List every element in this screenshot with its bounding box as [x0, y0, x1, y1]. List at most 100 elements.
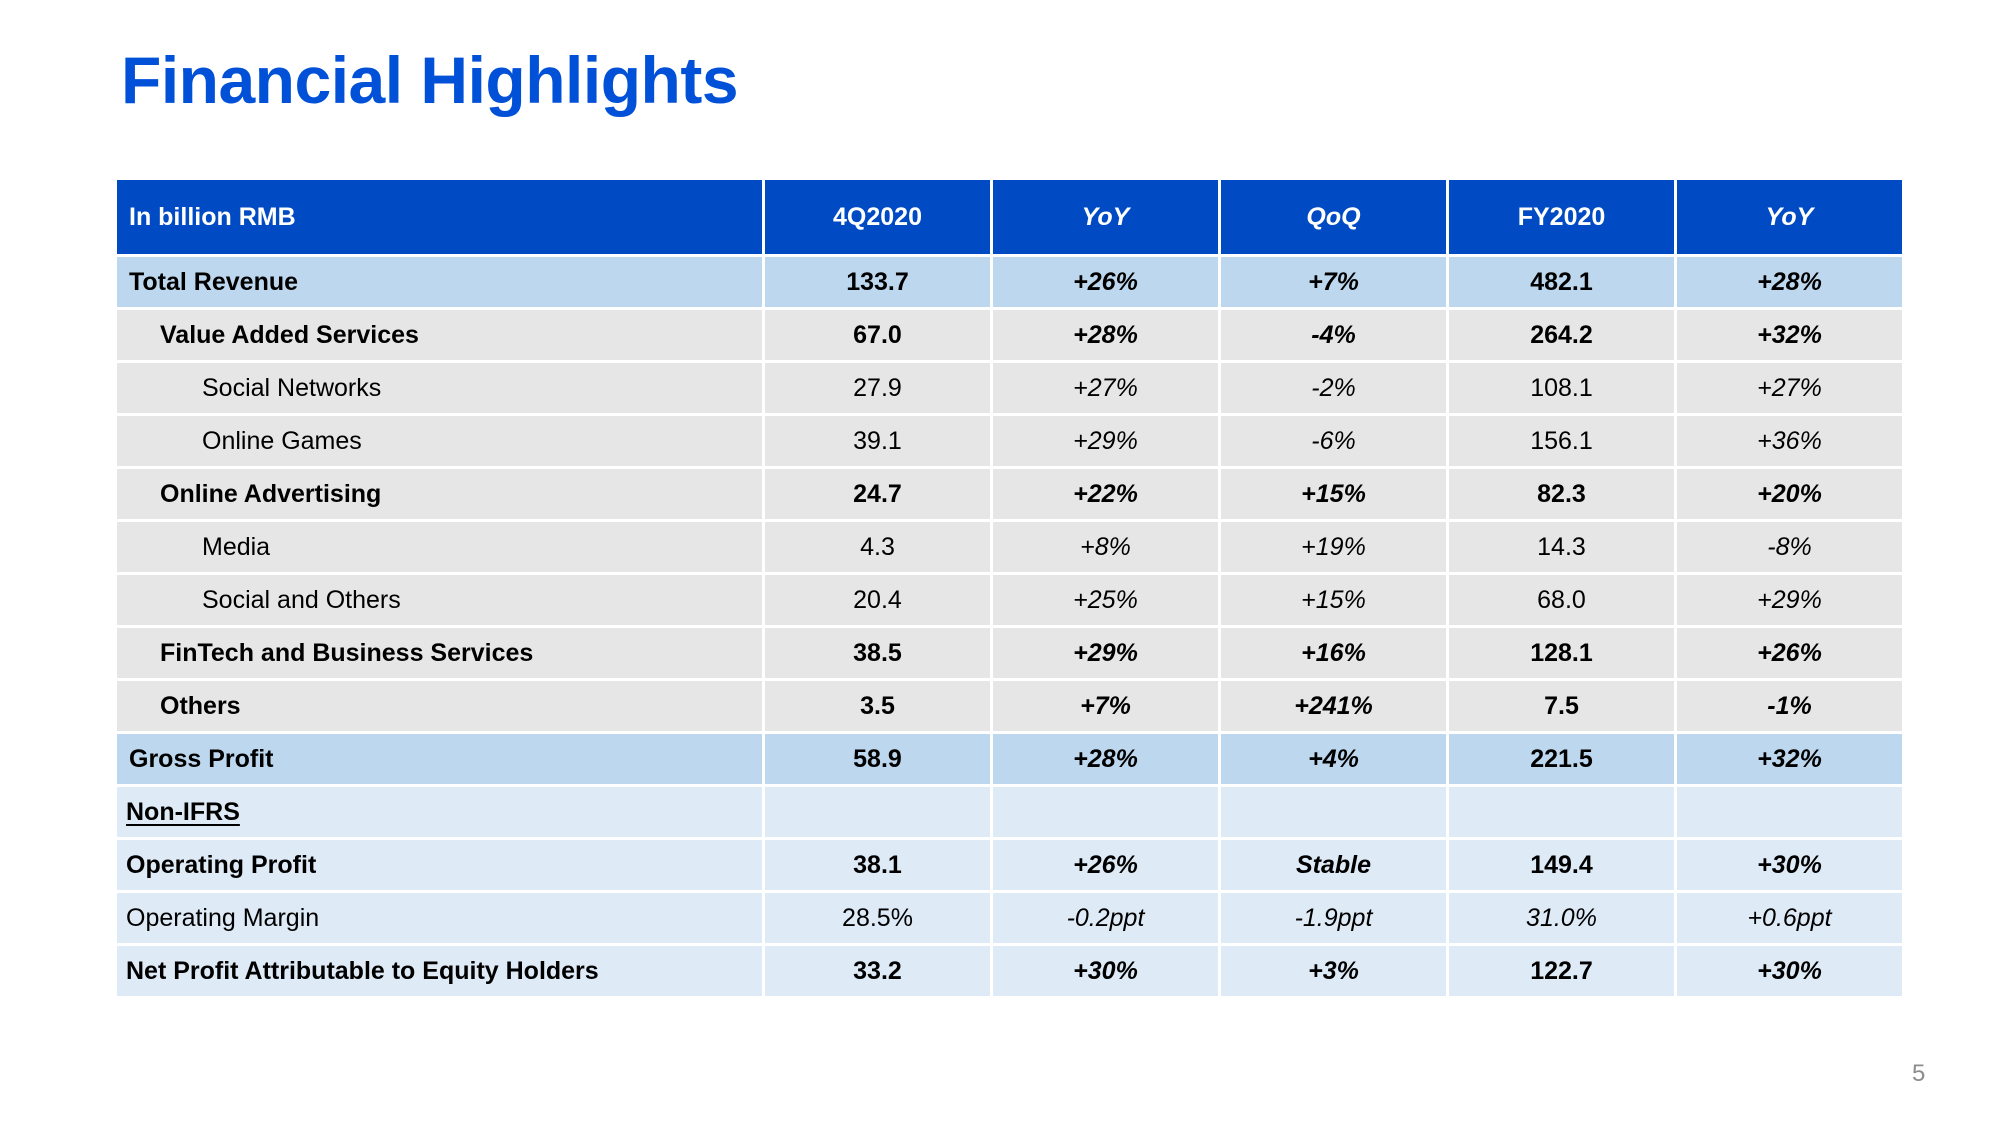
header-unit: In billion RMB [114, 177, 765, 257]
cell-quarter-yoy: +8% [990, 519, 1221, 575]
cell-quarter-yoy: +26% [990, 254, 1221, 310]
cell-quarter-yoy: +28% [990, 731, 1221, 787]
cell-annual-yoy: +30% [1674, 943, 1905, 999]
row-label: FinTech and Business Services [114, 625, 765, 681]
cell-qoq: +3% [1218, 943, 1449, 999]
cell-qoq: Stable [1218, 837, 1449, 893]
cell-4q2020: 33.2 [762, 943, 993, 999]
cell-fy2020: 156.1 [1446, 413, 1677, 469]
table-row-total-revenue: Total Revenue 133.7 +26% +7% 482.1 +28% [114, 254, 1905, 310]
cell-fy2020: 122.7 [1446, 943, 1677, 999]
row-label: Media [114, 519, 765, 575]
cell-annual-yoy: +30% [1674, 837, 1905, 893]
cell-quarter-yoy: +29% [990, 625, 1221, 681]
table-row-operating-margin: Operating Margin 28.5% -0.2ppt -1.9ppt 3… [114, 890, 1905, 946]
cell-annual-yoy: -8% [1674, 519, 1905, 575]
cell-fy2020: 7.5 [1446, 678, 1677, 734]
page-title: Financial Highlights [121, 43, 739, 117]
section-heading-non-ifrs: Non-IFRS [126, 797, 240, 826]
row-label: Net Profit Attributable to Equity Holder… [114, 943, 765, 999]
cell-fy2020: 221.5 [1446, 731, 1677, 787]
cell-quarter-yoy: +7% [990, 678, 1221, 734]
cell-qoq: +4% [1218, 731, 1449, 787]
cell-quarter-yoy: +22% [990, 466, 1221, 522]
cell-fy2020: 82.3 [1446, 466, 1677, 522]
cell-fy2020: 31.0% [1446, 890, 1677, 946]
cell-annual-yoy: +0.6ppt [1674, 890, 1905, 946]
cell-annual-yoy: +32% [1674, 731, 1905, 787]
row-label: Online Advertising [114, 466, 765, 522]
row-label: Operating Margin [114, 890, 765, 946]
table-row-gross-profit: Gross Profit 58.9 +28% +4% 221.5 +32% [114, 731, 1905, 787]
cell-fy2020: 108.1 [1446, 360, 1677, 416]
cell-quarter-yoy [990, 784, 1221, 840]
table-row-net-profit: Net Profit Attributable to Equity Holder… [114, 943, 1905, 999]
cell-fy2020 [1446, 784, 1677, 840]
cell-fy2020: 128.1 [1446, 625, 1677, 681]
cell-annual-yoy: +27% [1674, 360, 1905, 416]
table-row-online-advertising: Online Advertising 24.7 +22% +15% 82.3 +… [114, 466, 1905, 522]
cell-annual-yoy [1674, 784, 1905, 840]
cell-fy2020: 264.2 [1446, 307, 1677, 363]
cell-fy2020: 68.0 [1446, 572, 1677, 628]
cell-4q2020: 38.5 [762, 625, 993, 681]
cell-quarter-yoy: +26% [990, 837, 1221, 893]
cell-qoq: -4% [1218, 307, 1449, 363]
cell-4q2020: 39.1 [762, 413, 993, 469]
cell-annual-yoy: -1% [1674, 678, 1905, 734]
header-4q2020: 4Q2020 [762, 177, 993, 257]
cell-quarter-yoy: +28% [990, 307, 1221, 363]
row-label: Online Games [114, 413, 765, 469]
cell-annual-yoy: +32% [1674, 307, 1905, 363]
header-quarter-yoy: YoY [990, 177, 1221, 257]
cell-fy2020: 14.3 [1446, 519, 1677, 575]
cell-qoq [1218, 784, 1449, 840]
header-fy2020: FY2020 [1446, 177, 1677, 257]
cell-quarter-yoy: +30% [990, 943, 1221, 999]
row-label: Others [114, 678, 765, 734]
cell-qoq: -1.9ppt [1218, 890, 1449, 946]
cell-qoq: -2% [1218, 360, 1449, 416]
cell-quarter-yoy: +25% [990, 572, 1221, 628]
cell-annual-yoy: +20% [1674, 466, 1905, 522]
financial-highlights-table: In billion RMB 4Q2020 YoY QoQ FY2020 YoY… [114, 177, 1905, 999]
cell-annual-yoy: +28% [1674, 254, 1905, 310]
cell-quarter-yoy: +29% [990, 413, 1221, 469]
cell-4q2020: 58.9 [762, 731, 993, 787]
row-label: Operating Profit [114, 837, 765, 893]
cell-4q2020: 28.5% [762, 890, 993, 946]
cell-annual-yoy: +29% [1674, 572, 1905, 628]
table-row-non-ifrs-heading: Non-IFRS [114, 784, 1905, 840]
cell-4q2020: 38.1 [762, 837, 993, 893]
table-row-others: Others 3.5 +7% +241% 7.5 -1% [114, 678, 1905, 734]
cell-annual-yoy: +36% [1674, 413, 1905, 469]
cell-qoq: +15% [1218, 572, 1449, 628]
cell-annual-yoy: +26% [1674, 625, 1905, 681]
row-label: Gross Profit [114, 731, 765, 787]
cell-qoq: +15% [1218, 466, 1449, 522]
table-row-social-networks: Social Networks 27.9 +27% -2% 108.1 +27% [114, 360, 1905, 416]
cell-qoq: +7% [1218, 254, 1449, 310]
cell-fy2020: 482.1 [1446, 254, 1677, 310]
cell-fy2020: 149.4 [1446, 837, 1677, 893]
cell-qoq: -6% [1218, 413, 1449, 469]
table-row-media: Media 4.3 +8% +19% 14.3 -8% [114, 519, 1905, 575]
row-label: Value Added Services [114, 307, 765, 363]
row-label: Social and Others [114, 572, 765, 628]
cell-qoq: +16% [1218, 625, 1449, 681]
table-row-value-added-services: Value Added Services 67.0 +28% -4% 264.2… [114, 307, 1905, 363]
table-header-row: In billion RMB 4Q2020 YoY QoQ FY2020 YoY [114, 177, 1905, 257]
row-label: Non-IFRS [114, 784, 765, 840]
cell-qoq: +241% [1218, 678, 1449, 734]
row-label: Total Revenue [114, 254, 765, 310]
cell-4q2020: 133.7 [762, 254, 993, 310]
table-row-social-and-others: Social and Others 20.4 +25% +15% 68.0 +2… [114, 572, 1905, 628]
cell-4q2020: 67.0 [762, 307, 993, 363]
cell-4q2020: 24.7 [762, 466, 993, 522]
cell-quarter-yoy: -0.2ppt [990, 890, 1221, 946]
row-label: Social Networks [114, 360, 765, 416]
cell-4q2020: 3.5 [762, 678, 993, 734]
cell-4q2020: 4.3 [762, 519, 993, 575]
table-row-fintech-business-services: FinTech and Business Services 38.5 +29% … [114, 625, 1905, 681]
header-qoq: QoQ [1218, 177, 1449, 257]
